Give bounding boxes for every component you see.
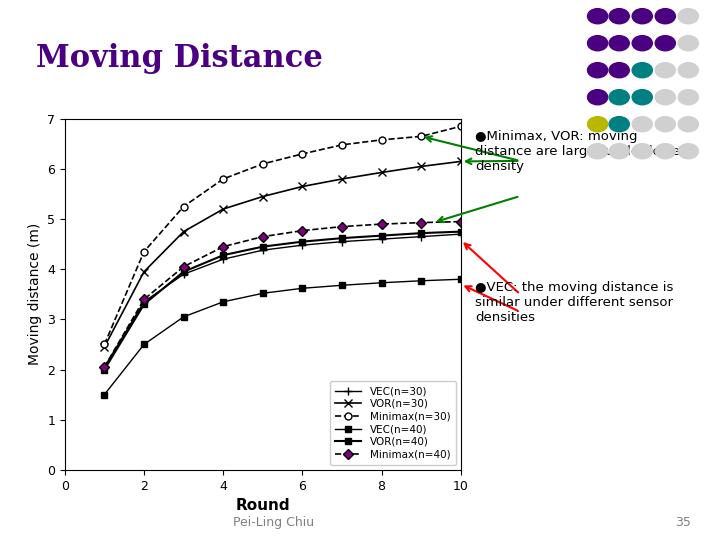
Minimax(n=30) (179, 203, 188, 210)
Legend: VEC(n=30), VOR(n=30), Minimax(n=30), VEC(n=40), VOR(n=40), Minimax(n=40): VEC(n=30), VOR(n=30), Minimax(n=30), VEC… (330, 381, 456, 464)
Minimax(n=40) (100, 364, 109, 370)
VEC(n=30) (456, 231, 465, 238)
VEC(n=30) (298, 242, 307, 248)
VOR(n=30) (100, 343, 109, 350)
Minimax(n=40) (219, 244, 228, 250)
Minimax(n=30) (338, 141, 346, 148)
VEC(n=30) (258, 247, 267, 253)
Line: VEC(n=30): VEC(n=30) (100, 230, 465, 371)
VEC(n=40) (100, 392, 109, 398)
VEC(n=30) (377, 236, 386, 242)
Y-axis label: Moving distance (m): Moving distance (m) (27, 223, 42, 366)
VEC(n=30) (179, 271, 188, 278)
VOR(n=40) (100, 366, 109, 373)
Text: ●Minimax, VOR: moving
distance are larger under lower
density: ●Minimax, VOR: moving distance are large… (475, 130, 685, 173)
Text: Moving Distance: Moving Distance (36, 43, 323, 74)
VOR(n=40) (377, 232, 386, 239)
Minimax(n=40) (338, 224, 346, 230)
VEC(n=40) (298, 285, 307, 292)
VOR(n=30) (377, 169, 386, 176)
Minimax(n=40) (298, 227, 307, 234)
VEC(n=30) (417, 233, 426, 240)
Minimax(n=40) (179, 264, 188, 270)
VOR(n=30) (298, 183, 307, 190)
Minimax(n=30) (377, 137, 386, 143)
VEC(n=40) (338, 282, 346, 288)
Text: 35: 35 (675, 516, 691, 529)
VOR(n=40) (219, 252, 228, 259)
Minimax(n=30) (100, 341, 109, 348)
Text: Pei-Ling Chiu: Pei-Ling Chiu (233, 516, 314, 529)
VEC(n=40) (179, 314, 188, 320)
VOR(n=40) (338, 235, 346, 241)
Minimax(n=30) (258, 161, 267, 167)
VOR(n=40) (179, 268, 188, 275)
Minimax(n=40) (258, 233, 267, 240)
VEC(n=40) (417, 278, 426, 284)
Minimax(n=30) (219, 176, 228, 182)
VEC(n=30) (100, 364, 109, 370)
VOR(n=30) (140, 268, 148, 275)
VOR(n=40) (258, 244, 267, 250)
VEC(n=40) (258, 290, 267, 296)
VOR(n=30) (179, 228, 188, 235)
Minimax(n=30) (298, 151, 307, 157)
VEC(n=40) (456, 276, 465, 282)
VOR(n=40) (298, 239, 307, 245)
Minimax(n=40) (140, 296, 148, 302)
VEC(n=40) (140, 341, 148, 348)
VEC(n=30) (140, 299, 148, 305)
VOR(n=30) (417, 163, 426, 170)
VEC(n=30) (219, 256, 228, 262)
VOR(n=40) (456, 228, 465, 235)
VOR(n=40) (140, 301, 148, 308)
Line: VOR(n=30): VOR(n=30) (100, 157, 465, 351)
Line: VOR(n=40): VOR(n=40) (101, 228, 464, 373)
Line: Minimax(n=30): Minimax(n=30) (101, 123, 464, 348)
VEC(n=40) (219, 299, 228, 305)
VOR(n=30) (456, 158, 465, 165)
Minimax(n=40) (417, 219, 426, 226)
Minimax(n=40) (456, 218, 465, 225)
X-axis label: Round: Round (235, 498, 290, 513)
VOR(n=30) (219, 206, 228, 212)
VEC(n=30) (338, 239, 346, 245)
VOR(n=40) (417, 230, 426, 237)
VOR(n=30) (338, 176, 346, 182)
Minimax(n=40) (377, 221, 386, 227)
Minimax(n=30) (140, 248, 148, 255)
VOR(n=30) (258, 193, 267, 200)
VEC(n=40) (377, 280, 386, 286)
Text: ●VEC: the moving distance is
similar under different sensor
densities: ●VEC: the moving distance is similar und… (475, 281, 674, 324)
Minimax(n=30) (417, 133, 426, 140)
Minimax(n=30) (456, 123, 465, 130)
Line: Minimax(n=40): Minimax(n=40) (101, 218, 464, 370)
Line: VEC(n=40): VEC(n=40) (102, 276, 464, 397)
